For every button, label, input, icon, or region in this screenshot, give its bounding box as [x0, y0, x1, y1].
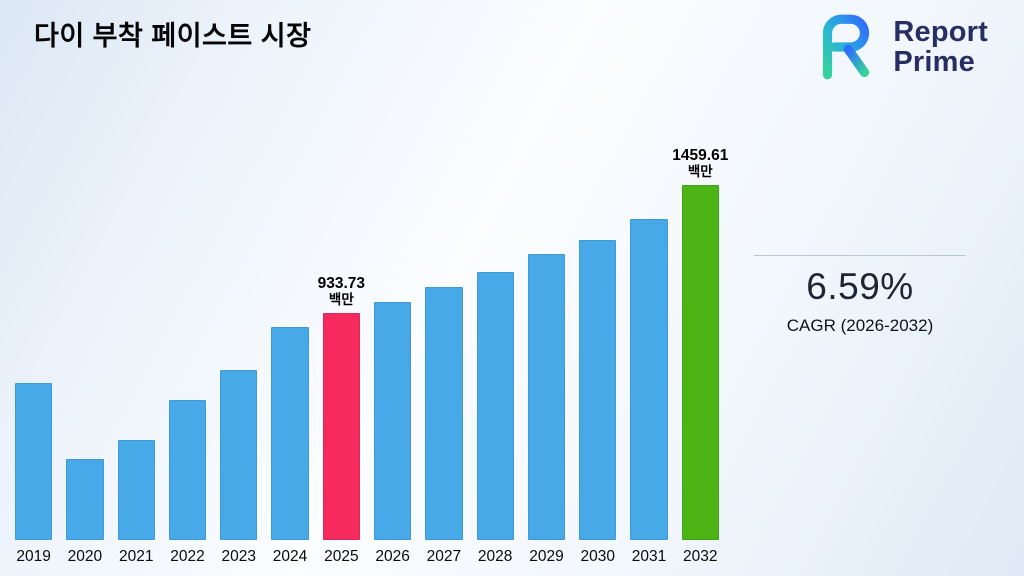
report-prime-logo: Report Prime: [809, 10, 988, 84]
bar-slot: 2019: [14, 98, 53, 568]
bar-slot: 2026: [373, 98, 412, 568]
bar-2029: [527, 254, 566, 540]
logo-line1: Report: [893, 15, 988, 48]
bar-2031: [630, 219, 668, 540]
bar-2024: [271, 327, 309, 540]
year-label-2022: 2022: [170, 548, 205, 565]
bar-2027: [425, 287, 463, 540]
annotation-unit: 백만: [328, 292, 354, 308]
year-label-2028: 2028: [477, 548, 513, 565]
cagr-label: CAGR (2026-2032): [786, 316, 934, 335]
year-label-2026: 2026: [375, 548, 410, 565]
year-label-2032: 2032: [683, 548, 718, 565]
annotation-unit: 백만: [687, 164, 713, 180]
bar-2021: [117, 440, 155, 540]
bar-2023: [220, 370, 258, 540]
bar-slot: 2024: [270, 98, 309, 568]
year-label-2025: 2025: [324, 548, 359, 565]
bar-slot: 1459.61 백만 2032: [672, 98, 728, 568]
bar-2030: [579, 240, 617, 540]
bar-slot: 2022: [168, 98, 207, 568]
year-label-2030: 2030: [580, 548, 615, 565]
bar-2026: [373, 302, 412, 540]
year-label-2019: 2019: [16, 548, 51, 565]
bar-2025: [322, 313, 360, 540]
bar-slot: 2028: [476, 98, 515, 568]
year-label-2023: 2023: [221, 548, 256, 565]
bar-2022: [168, 400, 207, 540]
report-prime-logo-text: Report Prime: [893, 15, 988, 78]
bar-annotation-2032: 1459.61 백만: [669, 147, 732, 180]
bar-2028: [476, 272, 514, 540]
bar-slot: 2020: [65, 98, 104, 568]
year-label-2020: 2020: [67, 548, 103, 565]
annotation-value: 1459.61: [672, 146, 729, 164]
report-prime-logo-icon: [823, 14, 870, 80]
bar-2020: [66, 459, 104, 540]
year-label-2029: 2029: [529, 548, 564, 565]
year-label-2031: 2031: [631, 548, 667, 565]
bar-slot: 2029: [527, 98, 566, 568]
bar-slot: 2023: [219, 98, 258, 568]
bar-2032: [681, 185, 719, 540]
year-label-2027: 2027: [426, 548, 462, 565]
bar-slot: 933.73 백만 2025: [318, 98, 365, 568]
year-label-2021: 2021: [118, 548, 154, 565]
bar-2019: [15, 383, 53, 540]
bar-slot: 2021: [117, 98, 156, 568]
bar-annotation-2025: 933.73 백만: [310, 275, 373, 308]
bar-chart: 2019 2020 2021 2022 2023 2024 933.73 백만 2025 2026…: [14, 98, 728, 568]
annotation-value: 933.73: [317, 274, 366, 292]
cagr-block: 6.59% CAGR (2026-2032): [754, 255, 966, 336]
bar-slot: 2030: [578, 98, 617, 568]
bar-slot: 2031: [629, 98, 668, 568]
logo-line2: Prime: [893, 46, 975, 78]
bar-slot: 2027: [424, 98, 463, 568]
cagr-value: 6.59%: [806, 266, 914, 307]
page-title: 다이 부착 페이스트 시장: [34, 21, 312, 51]
year-label-2024: 2024: [272, 548, 308, 565]
